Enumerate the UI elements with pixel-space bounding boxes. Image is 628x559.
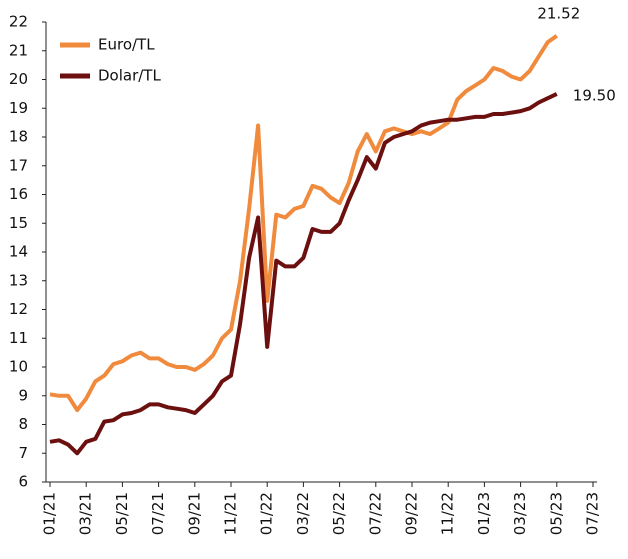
- series-line: [49, 92, 558, 456]
- y-tick-label: 13: [9, 271, 28, 289]
- series-line: [49, 34, 558, 413]
- x-tick-label: 01/23: [475, 492, 493, 535]
- y-tick-label: 9: [18, 386, 28, 404]
- x-tick-label: 07/23: [584, 492, 602, 535]
- y-tick-label: 11: [9, 329, 28, 347]
- y-tick-label: 18: [9, 128, 28, 146]
- x-tick-label: 07/22: [366, 492, 384, 535]
- y-tick-label: 7: [18, 444, 28, 462]
- legend-label: Euro/TL: [98, 36, 155, 54]
- x-tick-label: 03/21: [77, 492, 95, 535]
- y-tick-label: 17: [9, 156, 28, 174]
- x-tick-label: 03/23: [511, 492, 529, 535]
- y-tick-label: 16: [9, 185, 28, 203]
- x-tick-label: 09/21: [185, 492, 203, 535]
- y-tick-label: 8: [18, 415, 28, 433]
- y-tick-label: 10: [9, 358, 28, 376]
- x-tick-label: 01/21: [41, 492, 59, 535]
- data-label: 19.50: [573, 86, 616, 104]
- y-tick-label: 20: [9, 70, 28, 88]
- x-tick-label: 09/22: [403, 492, 421, 535]
- x-tick-label: 05/23: [547, 492, 565, 535]
- x-tick-label: 05/22: [330, 492, 348, 535]
- y-tick-label: 12: [9, 300, 28, 318]
- x-tick-label: 11/22: [439, 492, 457, 535]
- x-tick-label: 07/21: [149, 492, 167, 535]
- y-tick-label: 19: [9, 99, 28, 117]
- y-tick-label: 21: [9, 41, 28, 59]
- x-tick-label: 01/22: [258, 492, 276, 535]
- y-tick-label: 22: [9, 13, 28, 31]
- x-tick-label: 05/21: [113, 492, 131, 535]
- y-tick-label: 15: [9, 214, 28, 232]
- x-tick-label: 03/22: [294, 492, 312, 535]
- y-tick-label: 6: [18, 473, 28, 491]
- legend-label: Dolar/TL: [98, 67, 161, 85]
- y-tick-label: 14: [9, 243, 28, 261]
- x-tick-label: 11/21: [222, 492, 240, 535]
- data-label: 21.52: [537, 4, 580, 22]
